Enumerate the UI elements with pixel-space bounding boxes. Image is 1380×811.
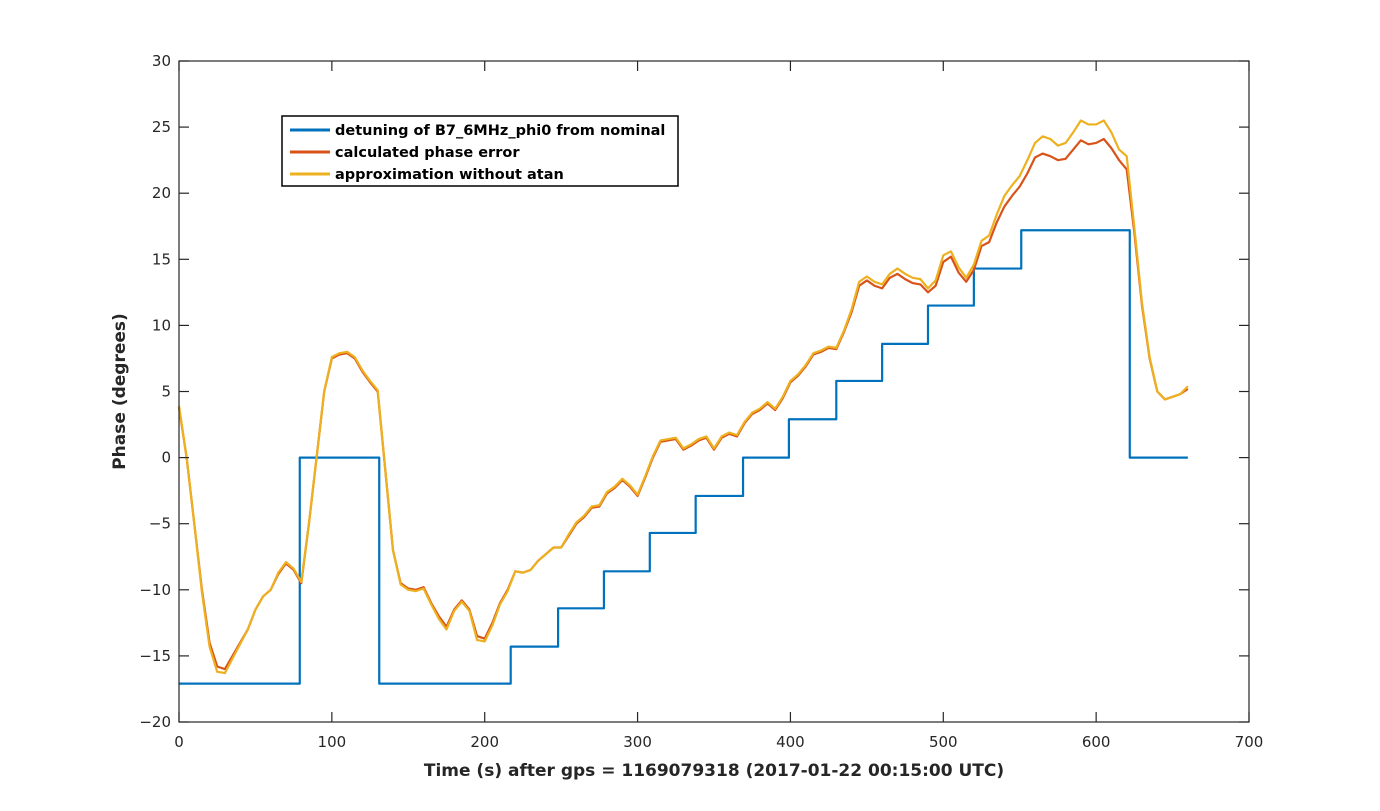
legend: detuning of B7_6MHz_phi0 from nominal ca…: [281, 115, 679, 187]
y-tick-label: −20: [139, 713, 171, 731]
x-axis-ticks: 0 100 200 300 400 500 600 700: [174, 61, 1263, 751]
x-tick-label: 500: [929, 733, 958, 751]
x-tick-label: 0: [174, 733, 184, 751]
x-tick-label: 400: [776, 733, 805, 751]
y-tick-label: 0: [161, 449, 171, 467]
series-line-0: [179, 229, 1188, 685]
y-tick-label: −10: [139, 581, 171, 599]
x-tick-label: 200: [470, 733, 499, 751]
series-layer: [177, 119, 1189, 685]
y-tick-label: 30: [152, 52, 171, 70]
y-tick-label: 15: [152, 250, 171, 268]
y-tick-label: 10: [152, 316, 171, 334]
legend-entry-detuning: detuning of B7_6MHz_phi0 from nominal: [335, 123, 665, 139]
legend-entry-calculated-phase-error: calculated phase error: [335, 145, 520, 161]
series-line-2: [177, 119, 1189, 675]
y-tick-label: −15: [139, 647, 171, 665]
y-tick-label: 5: [161, 383, 171, 401]
y-tick-label: 25: [152, 118, 171, 136]
x-tick-label: 700: [1235, 733, 1264, 751]
x-tick-label: 300: [623, 733, 652, 751]
y-axis-label: Phase (degrees): [110, 313, 130, 470]
x-axis-label: Time (s) after gps = 1169079318 (2017-01…: [424, 761, 1004, 781]
y-tick-label: 20: [152, 184, 171, 202]
x-tick-label: 600: [1082, 733, 1111, 751]
y-axis-ticks: −20 −15 −10 −5 0 5 10 15 20 25 30: [139, 52, 1249, 731]
y-tick-label: −5: [149, 515, 171, 533]
legend-box: [281, 115, 679, 187]
legend-entry-approximation: approximation without atan: [335, 167, 564, 183]
x-tick-label: 100: [318, 733, 347, 751]
